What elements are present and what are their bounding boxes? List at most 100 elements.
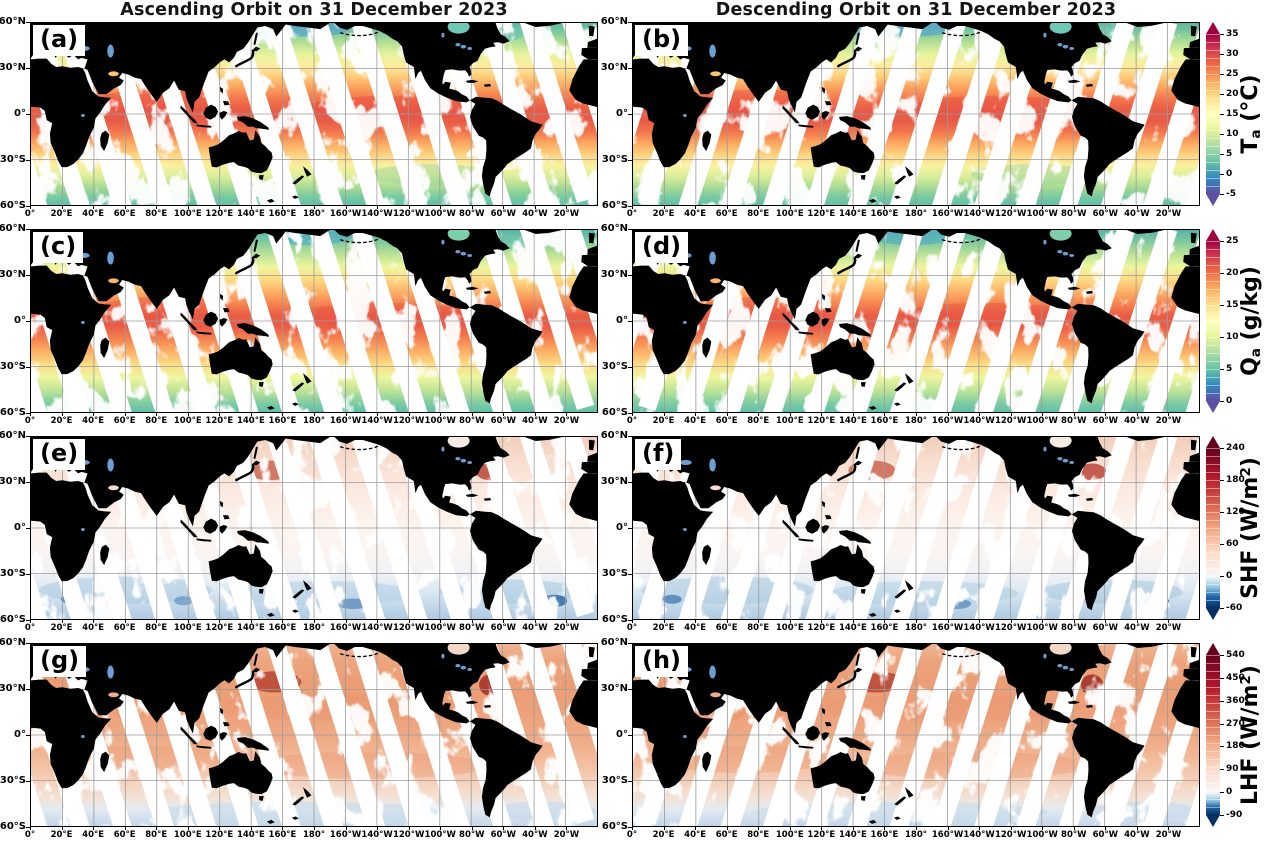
lon-tick-mark (282, 206, 284, 209)
lon-tick-label: 180° (303, 209, 325, 219)
lon-tick-mark (979, 620, 981, 623)
colorbar-tick-label: 180 (1226, 741, 1245, 752)
colorbar-tick-mark (1220, 241, 1224, 242)
lon-tick-mark (219, 413, 221, 416)
lon-tick-mark (440, 620, 442, 623)
lon-tick-mark (219, 620, 221, 623)
lon-tick-label: 140°E (838, 830, 867, 840)
lon-tick-label: 80°E (747, 623, 770, 633)
lon-tick-mark (726, 206, 728, 209)
colorbar-arrow-bottom (1206, 194, 1220, 206)
lon-tick-mark (821, 620, 823, 623)
label-text: SHF (W/m (1238, 476, 1263, 599)
lon-tick-mark (534, 827, 536, 830)
label-subscript: a (1248, 129, 1264, 139)
colorbar-tick-mark (1220, 369, 1224, 370)
lon-tick-mark (916, 827, 917, 830)
lon-tick-label: 20°W (1155, 416, 1182, 426)
lon-tick-label: 160°W (931, 623, 964, 633)
lon-tick-mark (440, 827, 442, 830)
lon-tick-label: 40°E (684, 209, 707, 219)
label-text: ) (1238, 457, 1263, 468)
lon-tick-label: 80°E (145, 830, 168, 840)
lat-tick-mark (26, 229, 30, 230)
lon-tick-label: 100°E (173, 830, 202, 840)
lon-tick-label: 80°W (459, 830, 485, 840)
panel-b: (b) (632, 22, 1200, 206)
panel-e: (e) (30, 436, 598, 620)
lon-tick-label: 140°W (361, 830, 393, 840)
colorbar-tick-mark (1220, 174, 1224, 175)
lon-tick-label: 60°E (715, 416, 738, 426)
lon-tick-label: 120°E (807, 830, 836, 840)
lat-tick-label: 30°N (0, 269, 26, 280)
lon-tick-label: 100°W (424, 830, 456, 840)
lon-tick-label: 180° (905, 830, 927, 840)
colorbar-tick-label: 240 (1226, 443, 1245, 453)
lon-tick-label: 20°W (1155, 209, 1182, 219)
lon-tick-label: 60°W (1092, 209, 1119, 219)
lon-tick-label: 120°E (807, 416, 836, 426)
colorbar-tick-label: 0 (1226, 571, 1233, 581)
lon-tick-mark (947, 620, 949, 623)
colorbar-arrow-top (1206, 436, 1220, 448)
lon-tick-mark (1010, 620, 1012, 623)
lon-tick-label: 140°W (963, 623, 995, 633)
lat-tick-mark (26, 436, 30, 437)
lon-tick-mark (1136, 620, 1138, 623)
colorbar-tick-mark (1220, 273, 1224, 274)
colorbar-tick-mark (1220, 94, 1224, 95)
colorbar-arrow-bottom (1206, 608, 1220, 620)
lon-tick-label: 160°W (931, 416, 964, 426)
lon-tick-label: 20°E (652, 830, 675, 840)
colorbar-segments (1206, 655, 1220, 815)
lon-tick-label: 40°W (522, 416, 548, 426)
colorbar-tick-mark (1220, 608, 1224, 609)
lon-tick-mark (632, 413, 633, 416)
lon-tick-label: 80°W (1061, 416, 1087, 426)
lon-tick-mark (408, 827, 410, 830)
colorbar-tick-label: 360 (1226, 695, 1245, 706)
lat-tick-label: 30°N (600, 683, 628, 694)
lon-tick-label: 140°E (236, 416, 265, 426)
lon-tick-mark (1168, 620, 1170, 623)
lat-tick-mark (628, 482, 632, 483)
lat-tick-mark (26, 620, 30, 621)
lon-tick-label: 100°W (1026, 416, 1058, 426)
lon-tick-label: 80°E (145, 623, 168, 633)
lon-tick-label: 120°E (205, 830, 234, 840)
lon-tick-label: 20°E (652, 209, 675, 219)
lon-tick-mark (789, 620, 791, 623)
lon-tick-label: 40°E (82, 416, 105, 426)
lon-tick-mark (534, 620, 536, 623)
lon-tick-mark (156, 827, 158, 830)
lon-tick-mark (916, 413, 917, 416)
lon-tick-mark (1010, 206, 1012, 209)
lon-tick-mark (632, 620, 633, 623)
lat-tick-mark (628, 229, 632, 230)
lon-tick-label: 120°E (205, 209, 234, 219)
lon-tick-mark (1105, 827, 1107, 830)
lat-tick-label: 30°S (601, 361, 628, 372)
lon-tick-mark (758, 413, 760, 416)
lon-tick-label: 0° (24, 416, 36, 426)
lat-tick-mark (628, 574, 632, 575)
lon-tick-label: 120°W (994, 416, 1027, 426)
lon-tick-label: 80°E (747, 209, 770, 219)
colorbar-arrow-bottom (1206, 815, 1220, 827)
lon-tick-label: 40°W (1124, 623, 1150, 633)
lon-tick-label: 80°W (1061, 830, 1087, 840)
panel-d: (d) (632, 229, 1200, 413)
lon-tick-label: 100°W (424, 209, 456, 219)
colorbar-tick-label: 15 (1226, 300, 1239, 310)
colorbar-arrow-top (1206, 22, 1220, 34)
lat-tick-mark (628, 413, 632, 414)
lon-tick-mark (1010, 827, 1012, 830)
lon-tick-mark (93, 620, 95, 623)
lon-tick-label: 140°W (361, 209, 393, 219)
label-superscript: 2 (1238, 675, 1255, 685)
lon-tick-mark (947, 413, 949, 416)
lon-tick-label: 60°E (715, 209, 738, 219)
lon-tick-label: 40°W (1124, 830, 1150, 840)
lon-tick-label: 60°W (490, 623, 517, 633)
